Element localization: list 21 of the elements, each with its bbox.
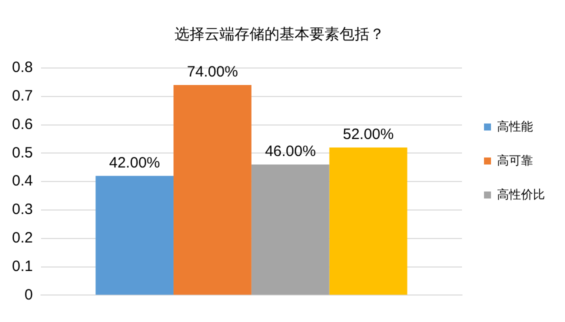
y-tick-label: 0.3 [12,201,33,218]
y-tick-label: 0.1 [12,258,33,275]
bar [251,164,330,295]
y-tick-label: 0.7 [12,88,33,105]
y-tick-label: 0.2 [12,230,33,247]
legend-label: 高性能 [497,119,533,134]
legend-label: 高可靠 [497,153,533,168]
data-label: 42.00% [109,154,160,172]
data-label: 74.00% [187,64,238,81]
bar [174,85,252,295]
y-tick-label: 0.8 [12,59,33,76]
y-tick-label: 0.5 [12,144,33,162]
data-label: 46.00% [264,143,316,160]
bar [329,148,408,295]
y-tick-label: 0 [24,286,33,304]
bar [96,176,174,295]
y-tick-label: 0.6 [12,116,33,133]
y-tick-label: 0.4 [12,172,33,190]
chart-title: 选择云端存储的基本要素包括？ [174,26,384,44]
data-label: 52.00% [342,126,394,144]
legend-label: 高性价比 [497,187,545,202]
